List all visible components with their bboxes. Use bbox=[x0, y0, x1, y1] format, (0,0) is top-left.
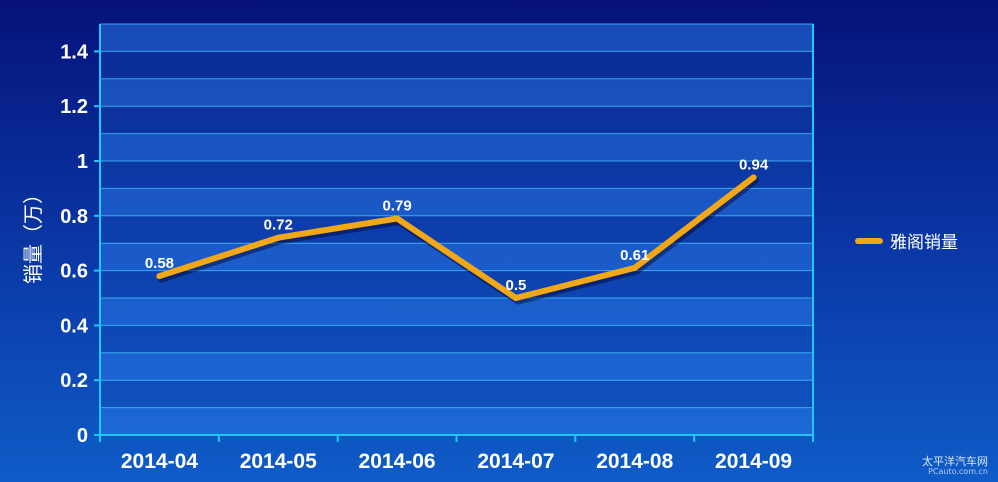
x-tick-label: 2014-08 bbox=[596, 450, 673, 473]
plot-band bbox=[100, 380, 813, 408]
data-point bbox=[156, 273, 163, 280]
data-label: 0.5 bbox=[505, 277, 526, 294]
watermark-url: PCauto.com.cn bbox=[928, 466, 988, 476]
plot-band bbox=[100, 133, 813, 161]
plot-bands bbox=[100, 24, 813, 435]
y-tick-label: 0 bbox=[77, 425, 88, 447]
series-layer bbox=[156, 174, 760, 305]
plot-band bbox=[100, 51, 813, 79]
data-point bbox=[631, 264, 638, 271]
watermark-logo-text: 太平洋汽车网 bbox=[922, 455, 988, 469]
data-point bbox=[394, 215, 401, 222]
data-label: 0.58 bbox=[145, 255, 174, 272]
plot-band bbox=[100, 161, 813, 189]
watermark: 太平洋汽车网 PCauto.com.cn bbox=[922, 456, 988, 476]
data-label: 0.72 bbox=[264, 217, 293, 234]
data-label: 0.79 bbox=[382, 198, 411, 215]
series-line bbox=[156, 174, 757, 301]
y-axis-label: 销量（万） bbox=[21, 184, 45, 284]
legend-label: 雅阁销量 bbox=[890, 233, 958, 253]
plot-band bbox=[100, 270, 813, 298]
plot-band bbox=[100, 24, 813, 52]
plot-band bbox=[100, 352, 813, 381]
x-tick-label: 2014-06 bbox=[359, 450, 436, 473]
legend: 雅阁销量 bbox=[855, 233, 958, 253]
y-tick-labels: 0 0.2 0.4 0.6 0.8 1 1.2 1.4 bbox=[60, 41, 89, 447]
plot-band bbox=[100, 325, 813, 353]
data-labels: 0.58 0.72 0.79 0.5 0.61 0.94 bbox=[145, 156, 769, 294]
x-tick-label: 2014-09 bbox=[715, 450, 792, 473]
plot-band bbox=[100, 188, 813, 216]
axes bbox=[94, 24, 814, 442]
y-tick-label: 0.8 bbox=[60, 206, 88, 228]
data-label: 0.61 bbox=[620, 247, 649, 264]
data-label: 0.94 bbox=[739, 156, 769, 173]
data-point bbox=[512, 295, 519, 301]
y-tick-label: 1.4 bbox=[60, 41, 89, 63]
y-tick-label: 0.2 bbox=[60, 370, 88, 392]
y-tick-label: 0.6 bbox=[60, 261, 88, 283]
x-tick-label: 2014-05 bbox=[240, 450, 317, 473]
plot-band bbox=[100, 298, 813, 326]
y-tick-label: 1 bbox=[77, 151, 88, 173]
x-tick-labels: 2014-04 2014-05 2014-06 2014-07 2014-08 2014-… bbox=[121, 450, 792, 473]
y-tick-label: 0.4 bbox=[60, 315, 89, 337]
x-tick-label: 2014-07 bbox=[477, 450, 554, 473]
y-tick-label: 1.2 bbox=[60, 96, 88, 118]
data-point bbox=[750, 174, 757, 181]
x-tick-label: 2014-04 bbox=[121, 450, 198, 473]
plot-band bbox=[100, 106, 813, 134]
plot-band bbox=[100, 407, 813, 435]
gridlines bbox=[100, 23, 813, 409]
plot-band bbox=[100, 78, 813, 107]
data-point bbox=[275, 234, 282, 241]
